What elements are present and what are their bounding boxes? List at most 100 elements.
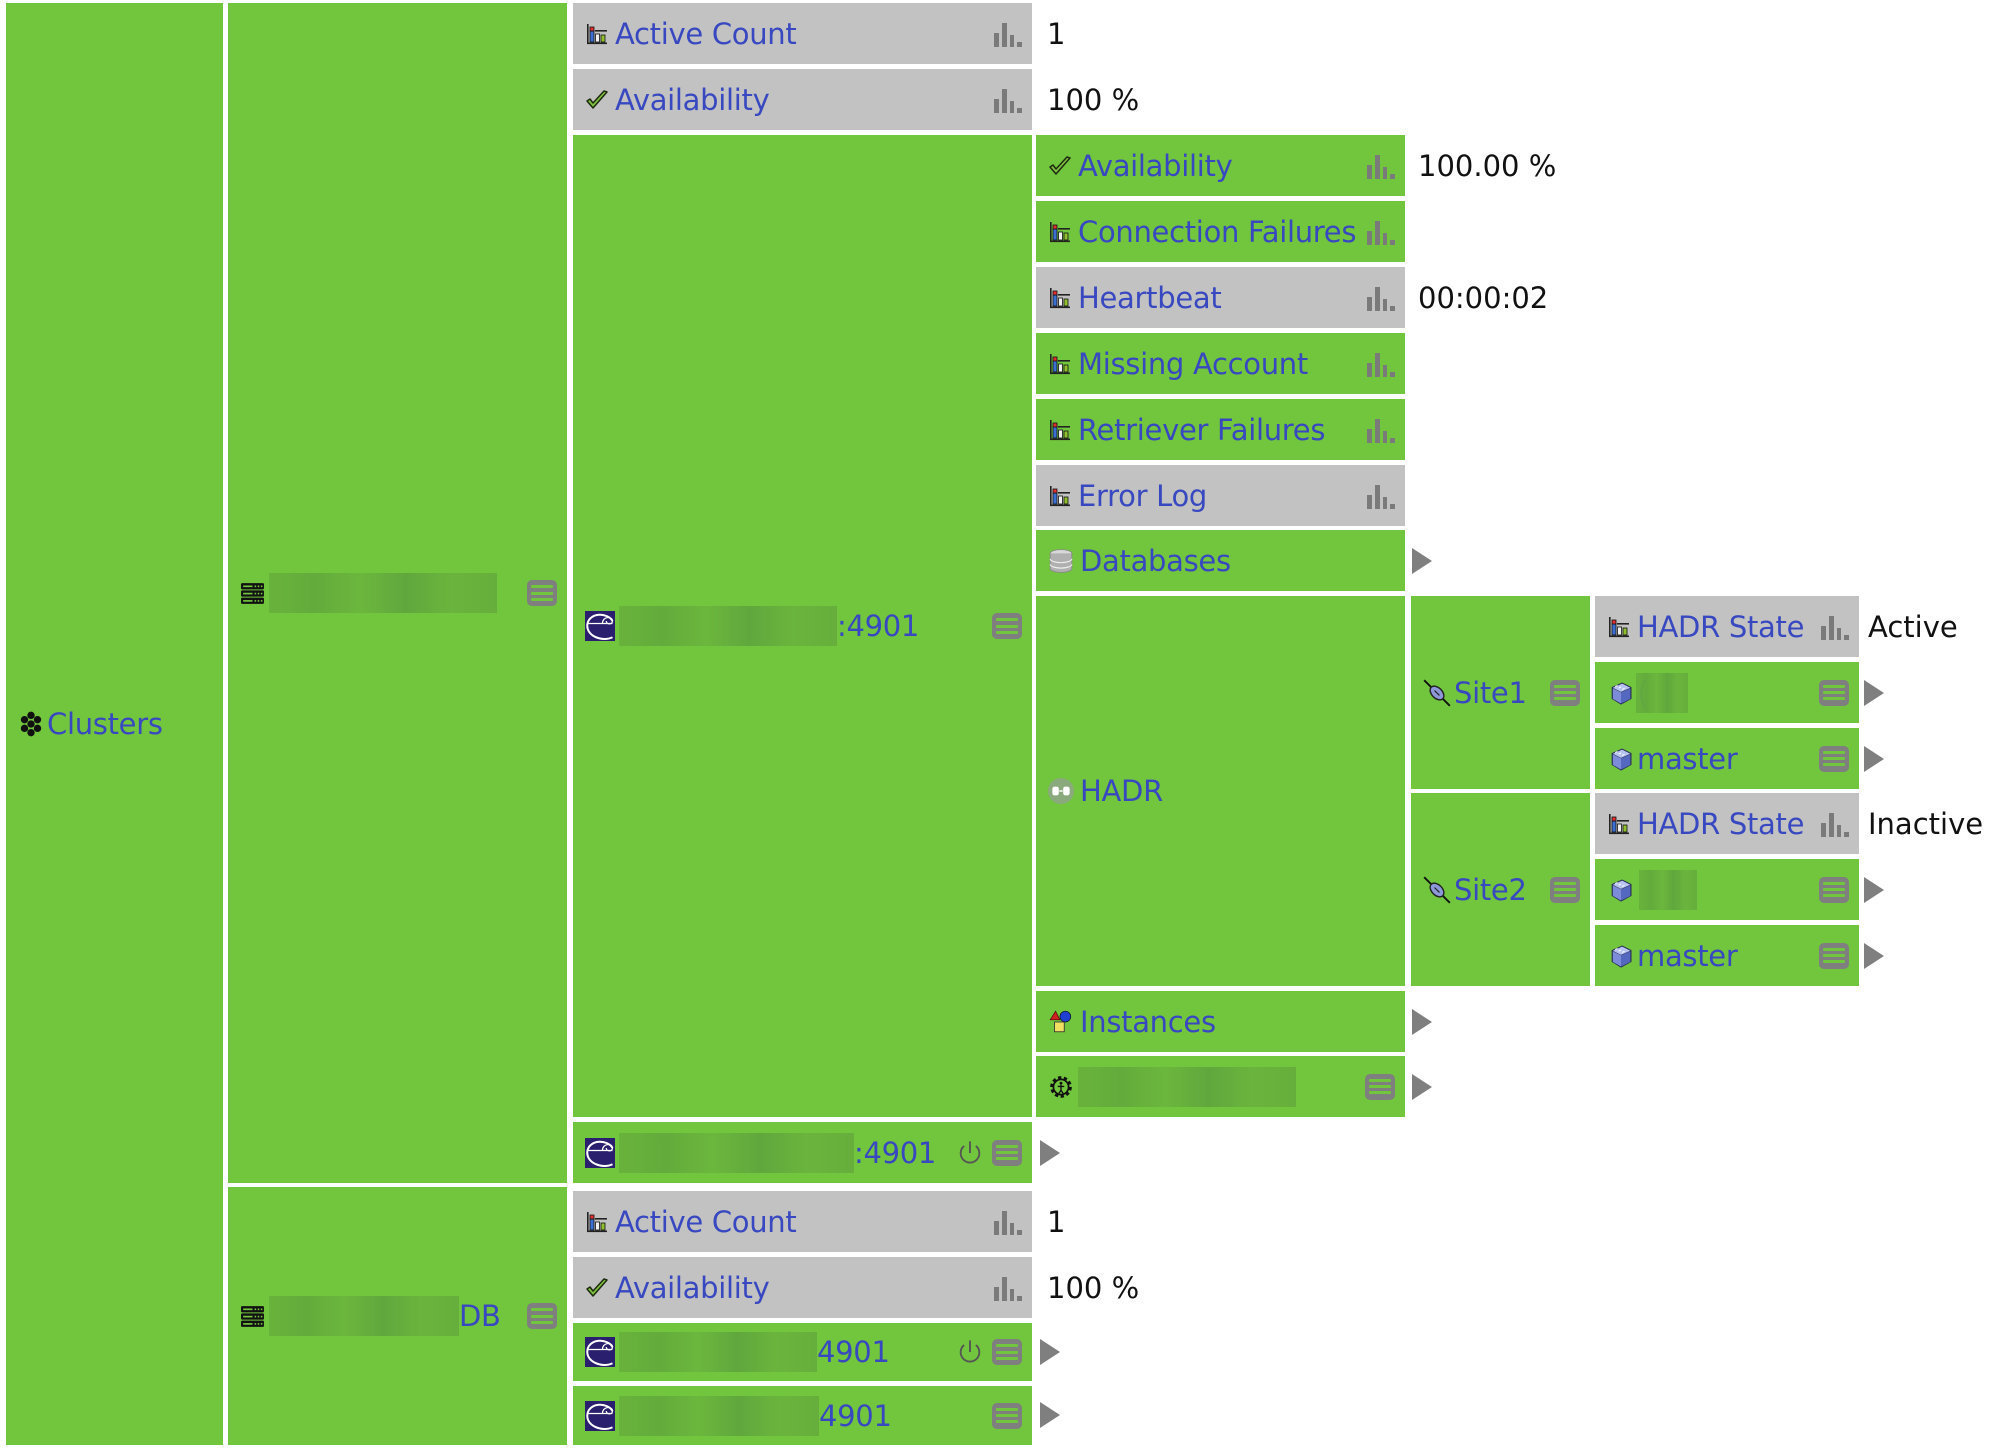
menu-icon[interactable] bbox=[1550, 679, 1580, 706]
metric-retriever-failures[interactable]: Retriever Failures bbox=[1036, 399, 1405, 460]
chart-graph-icon[interactable] bbox=[994, 87, 1022, 113]
metric-label: HADR State bbox=[1637, 806, 1805, 841]
tree-node-instance[interactable]: :4901 bbox=[573, 1122, 1032, 1183]
expand-arrow-icon[interactable] bbox=[1040, 1339, 1060, 1365]
metric-label: Error Log bbox=[1078, 478, 1208, 513]
metric-value: Active bbox=[1868, 609, 1958, 644]
bar-chart-icon bbox=[1048, 484, 1072, 508]
tree-node-site1[interactable]: Site1 bbox=[1411, 596, 1590, 789]
metric-label: Availability bbox=[1078, 148, 1233, 183]
bar-chart-icon bbox=[585, 1210, 609, 1234]
tree-node-database-master[interactable]: master bbox=[1595, 925, 1859, 986]
database-cube-icon bbox=[1607, 679, 1635, 707]
expand-arrow-icon[interactable] bbox=[1864, 746, 1884, 772]
expand-arrow-icon[interactable] bbox=[1040, 1402, 1060, 1428]
site-link-icon bbox=[1423, 876, 1451, 904]
chart-graph-icon[interactable] bbox=[1821, 614, 1849, 640]
tree-node-instance[interactable]: 4901 bbox=[573, 1323, 1032, 1381]
tree-node-site2[interactable]: Site2 bbox=[1411, 793, 1590, 986]
menu-icon[interactable] bbox=[1550, 876, 1580, 903]
metric-label: Missing Account bbox=[1078, 346, 1308, 381]
metric-heartbeat[interactable]: Heartbeat bbox=[1036, 267, 1405, 328]
agent-gear-icon bbox=[1048, 1074, 1074, 1100]
menu-icon[interactable] bbox=[1819, 745, 1849, 772]
chart-graph-icon[interactable] bbox=[994, 21, 1022, 47]
sybase-instance-icon bbox=[585, 1138, 615, 1168]
tree-node-databases[interactable]: Databases bbox=[1036, 530, 1405, 591]
redacted-instance-name bbox=[619, 1132, 854, 1173]
metric-label: Availability bbox=[615, 1270, 770, 1305]
metric-availability[interactable]: Availability bbox=[573, 1257, 1032, 1318]
menu-icon[interactable] bbox=[527, 1303, 557, 1329]
tree-node-label: master bbox=[1637, 741, 1738, 776]
chart-graph-icon[interactable] bbox=[1367, 219, 1395, 245]
menu-icon[interactable] bbox=[992, 1339, 1022, 1365]
redacted-agent-name bbox=[1078, 1066, 1296, 1107]
tree-node-database[interactable]: ( bbox=[1595, 662, 1859, 723]
metric-label: Active Count bbox=[615, 16, 797, 51]
metric-hadr-state[interactable]: HADR State bbox=[1595, 793, 1859, 854]
bar-chart-icon bbox=[1048, 352, 1072, 376]
tree-node-label: Site1 bbox=[1454, 675, 1527, 710]
power-icon[interactable] bbox=[956, 1338, 984, 1366]
tree-node-label: Site2 bbox=[1454, 872, 1527, 907]
metric-active-count[interactable]: Active Count bbox=[573, 3, 1032, 64]
metric-error-log[interactable]: Error Log bbox=[1036, 465, 1405, 526]
tree-node-database-master[interactable]: master bbox=[1595, 728, 1859, 789]
hadr-icon bbox=[1048, 778, 1074, 804]
metric-label: HADR State bbox=[1637, 609, 1805, 644]
server-icon bbox=[240, 1304, 265, 1329]
menu-icon[interactable] bbox=[1819, 876, 1849, 903]
menu-icon[interactable] bbox=[992, 1139, 1022, 1166]
menu-icon[interactable] bbox=[1819, 942, 1849, 969]
tree-node-instances[interactable]: Instances bbox=[1036, 991, 1405, 1052]
tree-node-clusters[interactable]: Clusters bbox=[6, 3, 223, 1445]
tree-node-server[interactable]: DB bbox=[228, 1187, 567, 1445]
chart-graph-icon[interactable] bbox=[1367, 285, 1395, 311]
chart-graph-icon[interactable] bbox=[1367, 153, 1395, 179]
menu-icon[interactable] bbox=[1365, 1073, 1395, 1100]
expand-arrow-icon[interactable] bbox=[1412, 1009, 1432, 1035]
bar-chart-icon bbox=[1607, 812, 1631, 836]
expand-arrow-icon[interactable] bbox=[1412, 548, 1432, 574]
metric-value: 00:00:02 bbox=[1418, 280, 1549, 315]
tree-node-agent[interactable] bbox=[1036, 1056, 1405, 1117]
metric-value: 1 bbox=[1047, 16, 1066, 51]
expand-arrow-icon[interactable] bbox=[1864, 680, 1884, 706]
tree-node-server[interactable] bbox=[228, 3, 567, 1183]
tree-node-hadr[interactable]: HADR bbox=[1036, 596, 1405, 986]
menu-icon[interactable] bbox=[992, 613, 1022, 639]
menu-icon[interactable] bbox=[992, 1402, 1022, 1429]
chart-graph-icon[interactable] bbox=[1821, 811, 1849, 837]
metric-availability[interactable]: Availability bbox=[573, 69, 1032, 130]
metric-availability[interactable]: Availability bbox=[1036, 135, 1405, 196]
tree-node-instance[interactable]: 4901 bbox=[573, 1386, 1032, 1445]
tree-node-instance[interactable]: :4901 bbox=[573, 135, 1032, 1117]
menu-icon[interactable] bbox=[1819, 679, 1849, 706]
metric-label: Active Count bbox=[615, 1204, 797, 1239]
bar-chart-icon bbox=[1048, 418, 1072, 442]
chart-graph-icon[interactable] bbox=[1367, 351, 1395, 377]
menu-icon[interactable] bbox=[527, 580, 557, 606]
tree-node-database[interactable] bbox=[1595, 859, 1859, 920]
chart-graph-icon[interactable] bbox=[994, 1209, 1022, 1235]
tree-node-label: HADR bbox=[1080, 774, 1163, 808]
chart-graph-icon[interactable] bbox=[1367, 417, 1395, 443]
sybase-instance-icon bbox=[585, 1401, 615, 1431]
metric-active-count[interactable]: Active Count bbox=[573, 1191, 1032, 1252]
chart-graph-icon[interactable] bbox=[1367, 483, 1395, 509]
chart-graph-icon[interactable] bbox=[994, 1275, 1022, 1301]
check-icon bbox=[585, 88, 609, 112]
expand-arrow-icon[interactable] bbox=[1864, 877, 1884, 903]
metric-missing-account[interactable]: Missing Account bbox=[1036, 333, 1405, 394]
redacted-server-name bbox=[269, 573, 497, 613]
metric-value: 1 bbox=[1047, 1204, 1066, 1239]
expand-arrow-icon[interactable] bbox=[1412, 1074, 1432, 1100]
metric-connection-failures[interactable]: Connection Failures bbox=[1036, 201, 1405, 262]
instance-port: :4901 bbox=[837, 609, 920, 643]
expand-arrow-icon[interactable] bbox=[1864, 943, 1884, 969]
power-icon[interactable] bbox=[956, 1139, 984, 1167]
metric-hadr-state[interactable]: HADR State bbox=[1595, 596, 1859, 657]
database-cube-icon bbox=[1607, 745, 1635, 773]
expand-arrow-icon[interactable] bbox=[1040, 1140, 1060, 1166]
